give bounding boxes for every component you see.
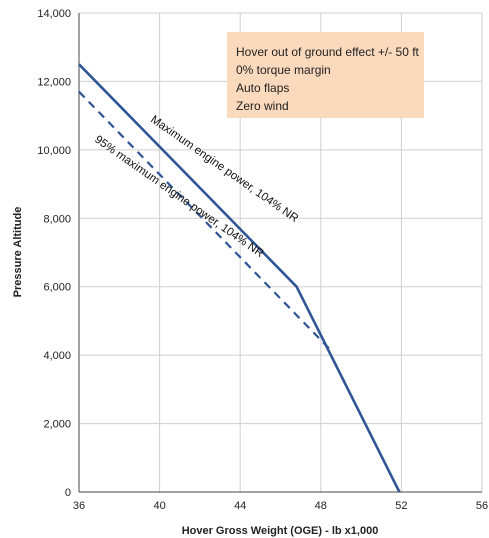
series-line-max-power [78, 63, 401, 493]
annotation-box: Hover out of ground effect +/- 50 ft 0% … [227, 32, 424, 118]
x-tick-label: 40 [153, 500, 165, 512]
annotation-line-1: Hover out of ground effect +/- 50 ft [236, 45, 420, 59]
annotation-line-3: Auto flaps [236, 81, 289, 95]
annotation-box-background [227, 32, 424, 118]
series-line-95-power [78, 90, 330, 350]
annotation-line-4: Zero wind [236, 99, 289, 113]
y-tick-label: 8,000 [43, 213, 71, 225]
series-layer [78, 63, 401, 493]
x-axis-title: Hover Gross Weight (OGE) - lb x1,000 [182, 525, 379, 537]
x-tick-label: 48 [315, 500, 327, 512]
x-tick-label: 56 [476, 500, 488, 512]
annotation-line-2: 0% torque margin [236, 63, 331, 77]
tick-labels: 0 2,000 4,000 6,000 8,000 10,000 12,000 14,000 3… [37, 8, 488, 512]
y-tick-label: 4,000 [43, 350, 71, 362]
y-tick-label: 0 [65, 487, 71, 499]
y-axis-title: Pressure Altitude [12, 207, 24, 298]
x-tick-label: 52 [395, 500, 407, 512]
y-tick-label: 12,000 [37, 76, 71, 88]
y-tick-label: 2,000 [43, 419, 71, 431]
x-tick-label: 44 [234, 500, 246, 512]
y-tick-label: 14,000 [37, 8, 71, 20]
y-tick-label: 10,000 [37, 145, 71, 157]
x-tick-label: 36 [73, 500, 85, 512]
y-tick-label: 6,000 [43, 282, 71, 294]
